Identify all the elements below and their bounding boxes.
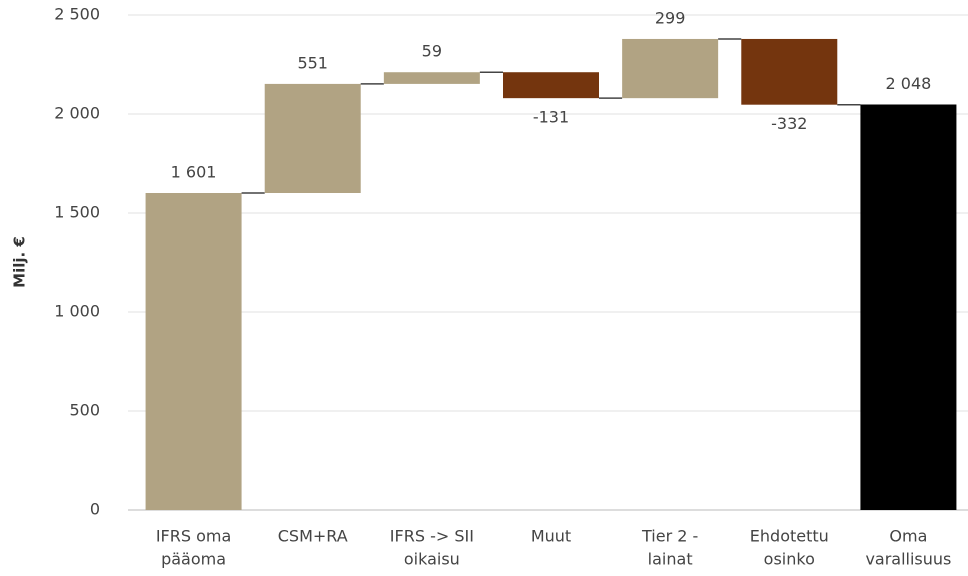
x-tick-label: Ehdotettu — [750, 527, 829, 546]
bar — [622, 38, 719, 99]
x-tick-label: Tier 2 - — [641, 527, 698, 546]
y-tick-label: 0 — [90, 500, 100, 519]
y-tick-label: 2 500 — [54, 5, 100, 24]
x-tick-label: oikaisu — [404, 550, 460, 569]
bar — [264, 83, 361, 194]
y-tick-label: 1 500 — [54, 203, 100, 222]
x-tick-label: osinko — [764, 550, 815, 569]
x-tick-label: CSM+RA — [278, 527, 348, 546]
bar — [741, 38, 838, 105]
value-label: -131 — [533, 108, 569, 127]
y-tick-label: 500 — [69, 401, 100, 420]
x-tick-label: Muut — [531, 527, 571, 546]
x-tick-label: pääoma — [161, 550, 226, 569]
y-axis-label: Milj. € — [11, 236, 29, 288]
value-label: 2 048 — [886, 74, 932, 93]
value-label: -332 — [771, 114, 807, 133]
bar — [860, 104, 957, 510]
x-tick-label: IFRS -> SII — [390, 527, 474, 546]
y-tick-label: 1 000 — [54, 302, 100, 321]
value-label: 1 601 — [171, 163, 217, 182]
x-tick-label: Oma — [889, 527, 927, 546]
value-label: 551 — [297, 53, 328, 72]
x-tick-label: IFRS oma — [156, 527, 231, 546]
bar — [503, 72, 599, 99]
bar — [383, 72, 480, 84]
x-tick-label: varallisuus — [865, 550, 951, 569]
y-tick-label: 2 000 — [54, 104, 100, 123]
value-label: 59 — [422, 42, 442, 61]
bar — [145, 193, 242, 510]
x-tick-label: lainat — [648, 550, 693, 569]
value-label: 299 — [655, 8, 686, 27]
